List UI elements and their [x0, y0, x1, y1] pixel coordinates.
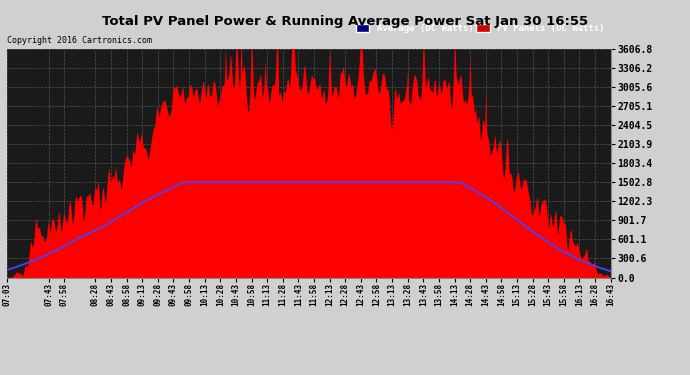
Text: Total PV Panel Power & Running Average Power Sat Jan 30 16:55: Total PV Panel Power & Running Average P… [102, 15, 588, 28]
Legend: Average (DC Watts), PV Panels (DC Watts): Average (DC Watts), PV Panels (DC Watts) [354, 22, 606, 35]
Text: Copyright 2016 Cartronics.com: Copyright 2016 Cartronics.com [7, 36, 152, 45]
